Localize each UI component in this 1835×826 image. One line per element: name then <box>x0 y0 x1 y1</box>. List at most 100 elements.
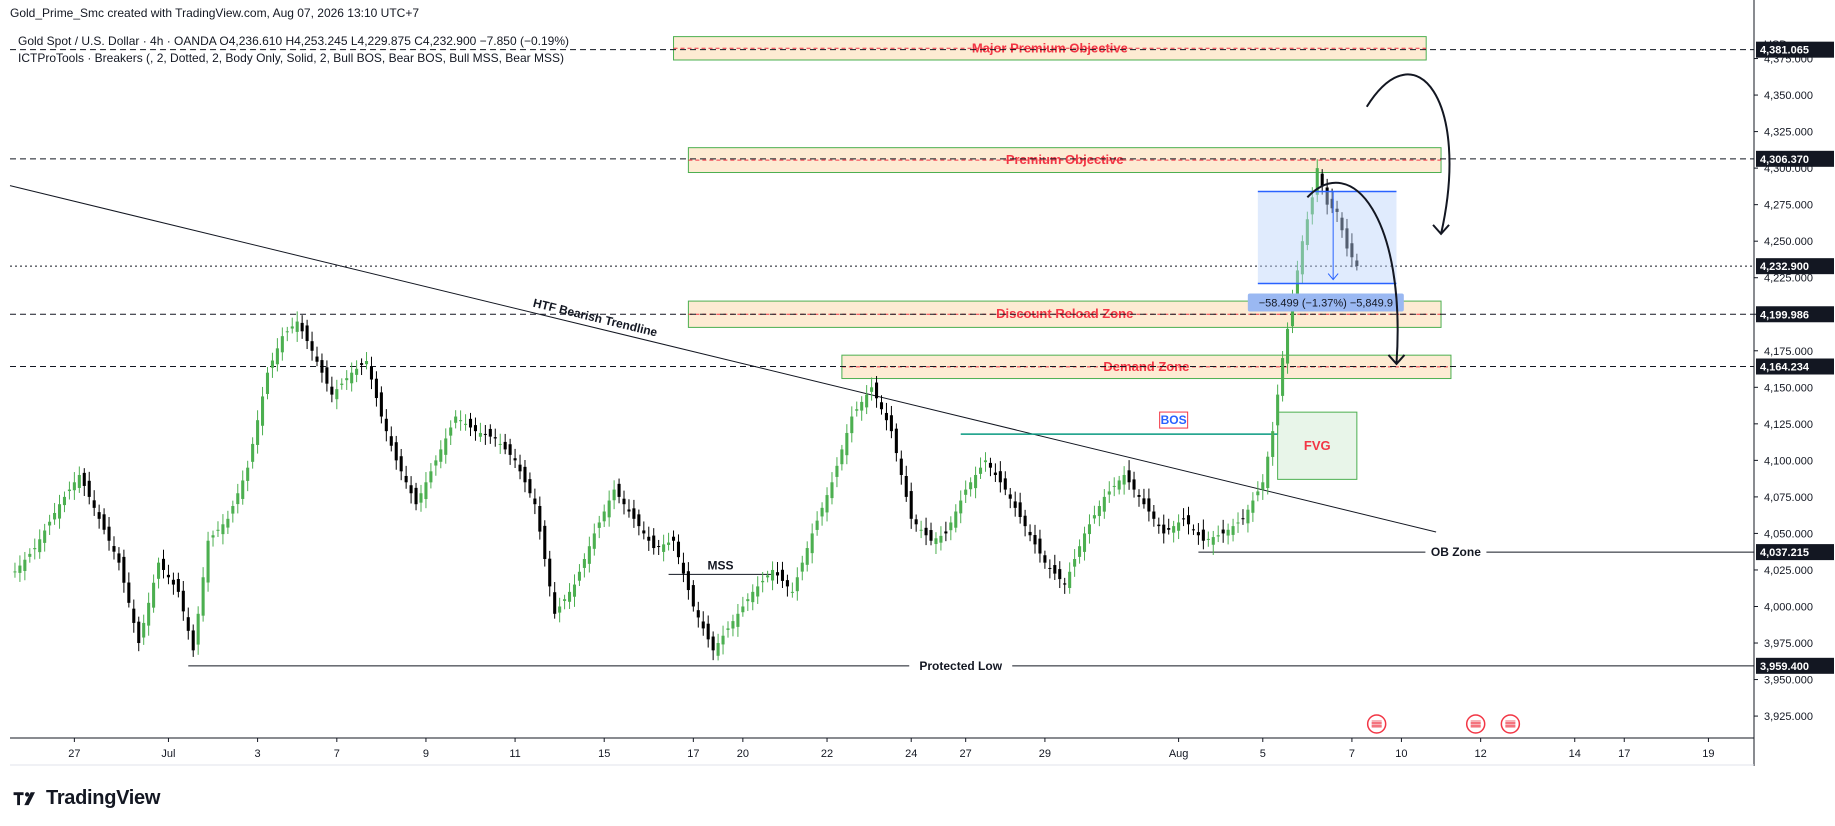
candle-body <box>790 591 794 593</box>
x-tick-label: 17 <box>1618 748 1630 760</box>
price-label: 4,037.215 <box>1760 547 1809 559</box>
candle-body <box>137 621 141 644</box>
candle-body <box>1147 498 1151 512</box>
candle-body <box>92 500 96 508</box>
y-tick-label: 3,925.000 <box>1764 711 1813 723</box>
candle-body <box>261 396 265 426</box>
candle-body <box>1142 498 1146 505</box>
candle-body <box>865 394 869 408</box>
candle-body <box>315 356 319 362</box>
candle-body <box>1236 522 1240 524</box>
candle-body <box>721 635 725 645</box>
candle-body <box>310 341 314 351</box>
economic-event-flag-icon <box>1371 720 1382 728</box>
candle-body <box>1290 299 1295 327</box>
candle-body <box>459 420 463 422</box>
candle-body <box>1177 522 1181 531</box>
price-chart[interactable]: USD3,925.0003,950.0003,975.0004,000.0004… <box>0 0 1835 780</box>
candle-body <box>191 630 195 651</box>
candle-body <box>1033 535 1037 545</box>
candle-body <box>107 526 111 541</box>
candle-body <box>1117 480 1121 490</box>
price-label: 4,232.900 <box>1760 261 1809 273</box>
candle-body <box>216 529 220 531</box>
candle-body <box>929 530 933 541</box>
price-label: 4,381.065 <box>1760 45 1809 57</box>
candle-body <box>1201 529 1205 541</box>
candle-body <box>157 562 161 579</box>
candle-body <box>1167 528 1171 530</box>
price-label-box <box>1756 358 1834 375</box>
measure-label: −58.499 (−1.37%) −5,849.9 <box>1259 298 1393 310</box>
candle-body <box>815 520 819 530</box>
candle-body <box>72 482 76 491</box>
candle-body <box>731 621 735 629</box>
candle-body <box>295 321 299 332</box>
candle-body <box>1231 526 1235 535</box>
candle-body <box>909 491 913 519</box>
indicator-legend[interactable]: ICTProTools · Breakers (, 2, Dotted, 2, … <box>18 51 564 65</box>
price-label-box <box>1756 258 1834 275</box>
candle-body <box>775 572 780 576</box>
x-tick-label: 3 <box>255 748 261 760</box>
candle-body <box>1058 569 1062 580</box>
y-tick-label: 4,325.000 <box>1764 127 1813 139</box>
candle-body <box>691 585 695 607</box>
x-tick-label: 24 <box>905 748 917 760</box>
candle-body <box>473 425 477 432</box>
trendline-label: HTF Bearish Trendline <box>532 296 659 340</box>
candle-body <box>1355 260 1359 267</box>
candle-body <box>251 443 255 462</box>
candle-body <box>1335 208 1339 212</box>
candle-body <box>399 456 403 472</box>
candle-body <box>1003 478 1007 490</box>
candle-body <box>810 533 814 554</box>
candle-body <box>454 416 458 423</box>
publisher-text: Gold_Prime_Smc created with TradingView.… <box>10 6 420 20</box>
candle-body <box>681 562 685 574</box>
candle-body <box>964 489 968 495</box>
candle-body <box>444 438 448 455</box>
y-tick-label: 4,350.000 <box>1764 90 1813 102</box>
projection-arrowhead <box>1387 354 1406 366</box>
candle-body <box>1305 219 1309 245</box>
symbol-legend[interactable]: Gold Spot / U.S. Dollar · 4h · OANDA O4,… <box>18 34 570 48</box>
x-tick-label: 29 <box>1039 748 1051 760</box>
candle-body <box>335 389 339 400</box>
candle-body <box>384 418 388 432</box>
candle-body <box>379 392 383 417</box>
candle-body <box>647 536 651 541</box>
candle-body <box>553 592 557 614</box>
candle-body <box>97 512 101 519</box>
tradingview-branding[interactable]: TradingView <box>10 784 160 812</box>
candle-body <box>483 433 487 435</box>
candle-body <box>82 472 86 486</box>
candle-body <box>498 443 502 445</box>
economic-event-flag-icon <box>1470 720 1481 728</box>
candle-body <box>449 427 453 436</box>
zone-box <box>687 147 1442 174</box>
candle-body <box>23 559 27 571</box>
candle-body <box>1330 198 1334 209</box>
tradingview-logo-icon <box>13 792 35 806</box>
candle-body <box>993 472 997 475</box>
candle-body <box>1132 479 1136 490</box>
candle-body <box>825 495 829 513</box>
candle-body <box>924 527 928 536</box>
candle-body <box>795 577 799 592</box>
y-tick-label: 4,275.000 <box>1764 200 1813 212</box>
candle-body <box>622 498 626 505</box>
candle-body <box>657 546 661 548</box>
candle-body <box>919 529 923 531</box>
candle-body <box>221 524 225 535</box>
candle-body <box>1246 509 1250 524</box>
candle-body <box>904 476 908 497</box>
candle-body <box>53 512 57 520</box>
candle-body <box>132 608 136 623</box>
x-tick-label: 11 <box>509 748 520 760</box>
candle-body <box>236 493 240 505</box>
x-tick-label: 15 <box>598 748 610 760</box>
candle-body <box>667 542 671 545</box>
candle-body <box>1097 506 1101 517</box>
level-text: Protected Low <box>919 659 1002 673</box>
